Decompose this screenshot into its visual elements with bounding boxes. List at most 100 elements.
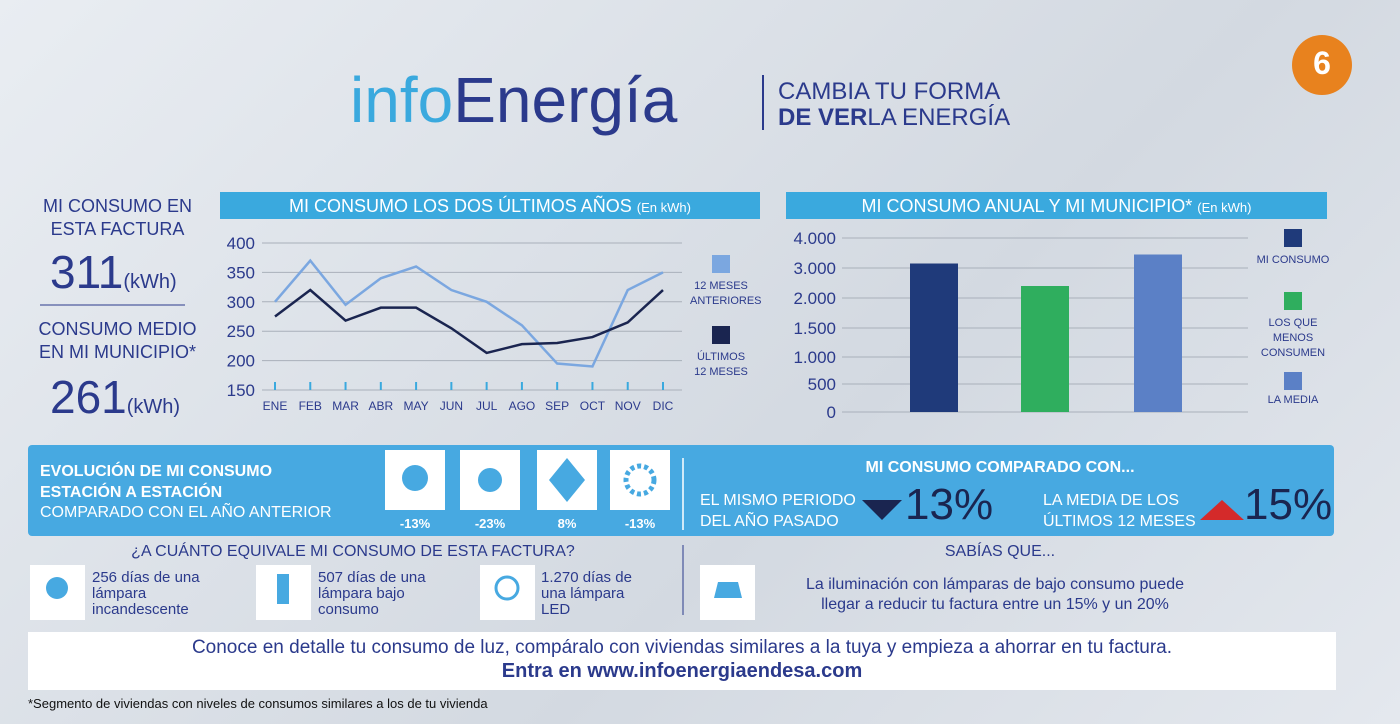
logo-energia: Energía bbox=[453, 64, 678, 136]
equivalence-item: 507 días de una lámpara bajo consumo bbox=[318, 569, 426, 618]
y-tick-label: 300 bbox=[227, 293, 255, 312]
icon bbox=[478, 468, 502, 492]
value: 311 bbox=[50, 246, 124, 298]
icon bbox=[402, 465, 428, 491]
summary-label: CONSUMO MEDIO EN MI MUNICIPIO* bbox=[38, 319, 197, 362]
chart-title: MI CONSUMO LOS DOS ÚLTIMOS AÑOS (En kWh) bbox=[220, 196, 760, 217]
season-subtitle: COMPARADO CON EL AÑO ANTERIOR bbox=[40, 504, 332, 521]
x-tick-label: NOV bbox=[615, 399, 641, 413]
icon bbox=[494, 575, 520, 601]
down-arrow bbox=[862, 500, 902, 520]
y-tick-label: 0 bbox=[827, 403, 836, 422]
equivalence-item: 256 días de una lámpara incandescente bbox=[92, 569, 200, 618]
summary-label: MI CONSUMO EN ESTA FACTURA bbox=[42, 196, 192, 239]
footer-box bbox=[28, 632, 1336, 690]
series-line bbox=[274, 288, 664, 355]
summary-value: 261(kWh) bbox=[50, 370, 180, 424]
compare-label: EL MISMO PERIODO DEL AÑO PASADO bbox=[700, 492, 856, 530]
value: 261 bbox=[50, 371, 127, 423]
x-tick-label: MAR bbox=[332, 399, 359, 413]
y-tick-label: 400 bbox=[227, 234, 255, 253]
subtitle: (En kWh) bbox=[1197, 200, 1252, 215]
x-tick-label: AGO bbox=[509, 399, 536, 413]
footer-line: Conoce en detalle tu consumo de luz, com… bbox=[191, 637, 1173, 658]
y-tick-label: 150 bbox=[227, 381, 255, 400]
title: MI CONSUMO LOS DOS ÚLTIMOS AÑOS bbox=[289, 196, 632, 216]
x-tick-label: JUL bbox=[476, 399, 498, 413]
x-tick-label: SEP bbox=[545, 399, 569, 413]
legend-label: MI CONSUMO bbox=[1256, 254, 1330, 266]
y-tick-label: 4.000 bbox=[793, 229, 836, 248]
tagline: CAMBIA TU FORMA bbox=[778, 78, 1001, 105]
badge-number: 6 bbox=[1313, 45, 1331, 81]
x-tick-label: DIC bbox=[653, 399, 674, 413]
tip-text: La iluminación con lámparas de bajo cons… bbox=[805, 576, 1184, 613]
y-tick-label: 350 bbox=[227, 263, 255, 282]
led-icon bbox=[480, 565, 535, 620]
x-tick-label: FEB bbox=[299, 399, 322, 413]
x-tick-label: ENE bbox=[263, 399, 288, 413]
x-tick-label: JUN bbox=[440, 399, 463, 413]
chart-title: MI CONSUMO ANUAL Y MI MUNICIPIO* (En kWh… bbox=[786, 196, 1327, 217]
bar bbox=[1021, 286, 1069, 412]
compare-value: 15% bbox=[1244, 480, 1333, 529]
y-tick-label: 1.000 bbox=[793, 348, 836, 367]
legend-swatch bbox=[1284, 292, 1302, 310]
legend-label: 12 MESES ANTERIORES bbox=[690, 280, 762, 307]
icon bbox=[46, 577, 68, 599]
compare-value: 13% bbox=[905, 480, 994, 529]
badge bbox=[1292, 35, 1352, 95]
tip-title: SABÍAS QUE... bbox=[944, 543, 1056, 560]
season-value: -23% bbox=[474, 516, 506, 531]
legend-swatch bbox=[712, 326, 730, 344]
season-title: EVOLUCIÓN DE MI CONSUMO ESTACIÓN A ESTAC… bbox=[40, 463, 273, 501]
compare-title: MI CONSUMO COMPARADO CON... bbox=[865, 459, 1135, 476]
title: MI CONSUMO ANUAL Y MI MUNICIPIO* bbox=[861, 196, 1193, 216]
legend-swatch bbox=[1284, 372, 1302, 390]
icon bbox=[277, 574, 289, 604]
title-bar bbox=[220, 192, 760, 219]
unit: (kWh) bbox=[123, 271, 177, 293]
title-bar bbox=[786, 192, 1327, 219]
legend-label: LOS QUE MENOS CONSUMEN bbox=[1260, 317, 1326, 359]
footer-link: Entra en www.infoenergiaendesa.com bbox=[501, 660, 863, 682]
tagline: DE VERLA ENERGÍA bbox=[778, 104, 1010, 132]
y-tick-label: 3.000 bbox=[793, 259, 836, 278]
up-arrow bbox=[1200, 500, 1244, 520]
legend-swatch bbox=[1284, 229, 1302, 247]
winter-icon bbox=[610, 450, 670, 510]
logo: infoEnergía bbox=[350, 55, 677, 145]
season-band bbox=[28, 445, 1334, 536]
season-value: -13% bbox=[624, 516, 656, 531]
legend-label: ÚLTIMOS 12 MESES bbox=[694, 351, 748, 378]
y-tick-label: 2.000 bbox=[793, 289, 836, 308]
bar bbox=[1134, 254, 1182, 412]
logo-info: info bbox=[350, 64, 454, 136]
x-tick-label: MAY bbox=[404, 399, 429, 413]
icon bbox=[623, 463, 657, 497]
unit: (kWh) bbox=[126, 396, 181, 418]
season-value: 8% bbox=[557, 516, 577, 531]
icon bbox=[714, 582, 742, 598]
tagline-rest: LA ENERGÍA bbox=[867, 104, 1011, 131]
x-tick-label: OCT bbox=[580, 399, 606, 413]
subtitle: (En kWh) bbox=[636, 200, 691, 215]
bar bbox=[910, 263, 958, 412]
equivalence-title: ¿A CUÁNTO EQUIVALE MI CONSUMO DE ESTA FA… bbox=[131, 543, 575, 560]
equivalence-item: 1.270 días de una lámpara LED bbox=[541, 569, 632, 618]
y-tick-label: 250 bbox=[227, 322, 255, 341]
x-tick-label: ABR bbox=[368, 399, 393, 413]
y-tick-label: 500 bbox=[808, 375, 836, 394]
footnote: *Segmento de viviendas con niveles de co… bbox=[28, 696, 488, 711]
legend-swatch bbox=[712, 255, 730, 273]
compare-label: LA MEDIA DE LOS ÚLTIMOS 12 MESES bbox=[1043, 492, 1196, 530]
y-tick-label: 1.500 bbox=[793, 319, 836, 338]
legend-label: LA MEDIA bbox=[1267, 394, 1319, 406]
series-line bbox=[274, 258, 664, 368]
y-tick-label: 200 bbox=[227, 352, 255, 371]
icon bbox=[549, 458, 585, 502]
summary-value: 311(kWh) bbox=[50, 245, 177, 299]
tagline-bold: DE VER bbox=[778, 104, 868, 131]
